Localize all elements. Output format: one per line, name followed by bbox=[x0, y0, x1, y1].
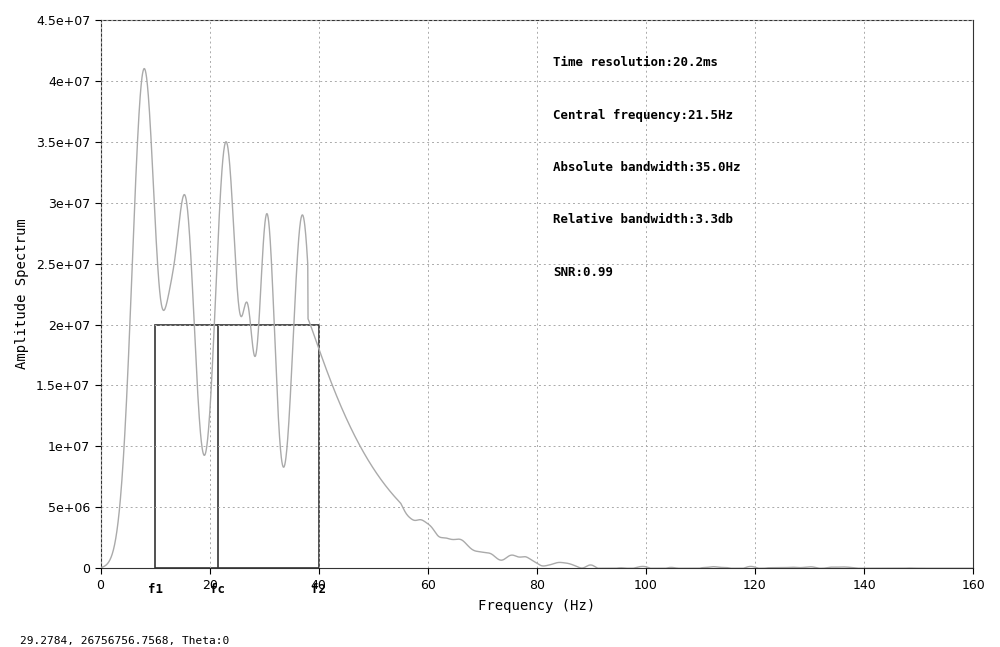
Bar bbox=[155, 325, 319, 568]
Text: Relative bandwidth:3.3db: Relative bandwidth:3.3db bbox=[553, 214, 733, 226]
Text: Central frequency:21.5Hz: Central frequency:21.5Hz bbox=[553, 109, 733, 122]
Text: f1: f1 bbox=[148, 583, 163, 596]
Text: Absolute bandwidth:35.0Hz: Absolute bandwidth:35.0Hz bbox=[553, 161, 741, 174]
Text: 29.2784, 26756756.7568, Theta:0: 29.2784, 26756756.7568, Theta:0 bbox=[20, 636, 229, 646]
Text: f2: f2 bbox=[311, 583, 326, 596]
Text: Time resolution:20.2ms: Time resolution:20.2ms bbox=[553, 56, 718, 69]
Text: fc: fc bbox=[210, 583, 225, 596]
Text: SNR:0.99: SNR:0.99 bbox=[553, 266, 613, 279]
Y-axis label: Amplitude Spectrum: Amplitude Spectrum bbox=[15, 219, 29, 369]
X-axis label: Frequency (Hz): Frequency (Hz) bbox=[478, 598, 595, 613]
